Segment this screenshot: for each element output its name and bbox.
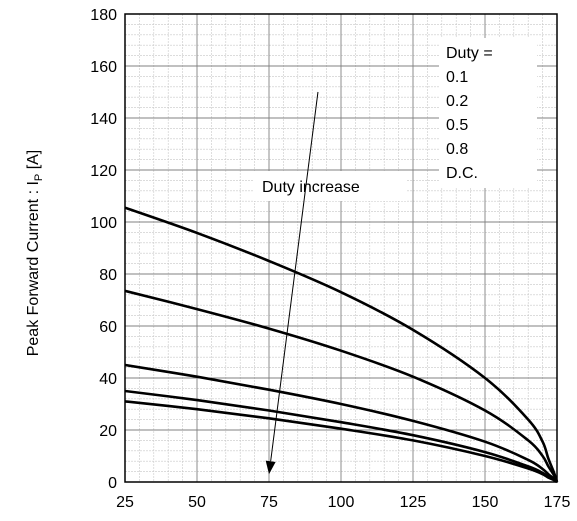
y-axis-label-main: Peak Forward Current : I <box>25 181 42 356</box>
y-tick-label: 160 <box>90 59 117 76</box>
y-axis-label: Peak Forward Current : IP [A] <box>25 150 45 357</box>
y-tick-labels: 0 20 40 60 80 100 120 140 160 180 <box>90 7 117 492</box>
series-line-5 <box>124 400 558 484</box>
x-tick-labels: 25 50 75 100 125 150 175 <box>116 494 570 511</box>
y-axis-label-unit: [A] <box>25 150 42 174</box>
x-tick-label: 75 <box>260 494 278 511</box>
x-tick-label: 50 <box>188 494 206 511</box>
duty-increase-annotation: Duty increase <box>254 91 406 475</box>
annotation-arrowhead <box>265 460 276 475</box>
legend-entry: 0.2 <box>446 93 468 110</box>
y-tick-label: 80 <box>99 267 117 284</box>
y-tick-label: 60 <box>99 319 117 336</box>
x-tick-label: 175 <box>544 494 571 511</box>
y-tick-label: 100 <box>90 215 117 232</box>
series-layer <box>124 206 559 484</box>
plot-frame <box>124 13 558 483</box>
series-line-1 <box>124 206 559 483</box>
legend-entry: D.C. <box>446 165 478 182</box>
x-tick-label: 100 <box>328 494 355 511</box>
annotation-box <box>254 171 406 201</box>
legend: Duty = 0.1 0.2 0.5 0.8 D.C. <box>439 38 537 188</box>
y-tick-label: 40 <box>99 371 117 388</box>
y-axis-label-subscript: P <box>33 174 45 181</box>
legend-title: Duty = <box>446 45 493 62</box>
x-tick-label: 25 <box>116 494 134 511</box>
legend-box <box>439 38 537 188</box>
y-tick-label: 0 <box>108 475 117 492</box>
y-tick-label: 20 <box>99 423 117 440</box>
legend-entry: 0.1 <box>446 69 468 86</box>
y-tick-label: 120 <box>90 163 117 180</box>
x-tick-label: 150 <box>472 494 499 511</box>
legend-entry: 0.8 <box>446 141 468 158</box>
y-tick-label: 180 <box>90 7 117 24</box>
annotation-arrow <box>270 91 319 462</box>
y-tick-label: 140 <box>90 111 117 128</box>
series-line-3 <box>124 363 558 483</box>
annotation-text: Duty increase <box>262 179 360 196</box>
x-tick-label: 125 <box>400 494 427 511</box>
series-line-2 <box>124 289 559 483</box>
legend-entry: 0.5 <box>446 117 468 134</box>
